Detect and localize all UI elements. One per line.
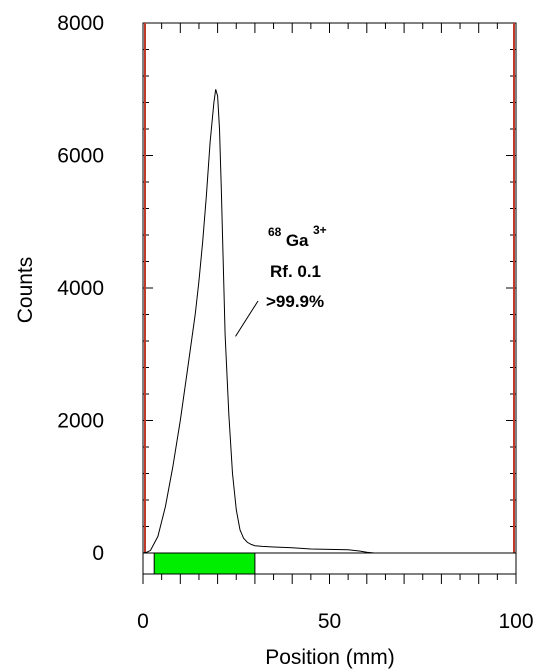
annotation-rf: Rf. 0.1 xyxy=(270,262,321,281)
y-axis-title: Counts xyxy=(14,257,37,324)
y-tick-label: 8000 xyxy=(57,12,104,35)
annotation-leader-line xyxy=(235,300,259,337)
annotation-mass-number: 68 xyxy=(268,225,282,239)
y-tick-label: 2000 xyxy=(57,410,104,433)
series-line xyxy=(142,89,516,554)
x-tick-label: 50 xyxy=(318,610,341,633)
x-tick-label: 0 xyxy=(137,610,149,633)
x-axis-title: Position (mm) xyxy=(265,646,395,669)
plate-strip xyxy=(142,552,517,575)
x-tick-label: 100 xyxy=(498,610,533,633)
y-tick-label: 6000 xyxy=(57,145,104,168)
annotation-element: Ga xyxy=(286,231,309,250)
series-layer xyxy=(142,89,516,554)
annotation-isotope: 68 Ga 3+ xyxy=(268,223,327,250)
region-markers xyxy=(144,23,515,553)
y-tick-label: 0 xyxy=(92,542,104,565)
spot-bar xyxy=(153,552,256,575)
plot-area xyxy=(142,22,517,554)
y-tick-label: 4000 xyxy=(57,277,104,300)
annotation-charge: 3+ xyxy=(313,223,327,237)
annotation: 68 Ga 3+ Rf. 0.1 >99.9% xyxy=(235,223,327,337)
annotation-purity: >99.9% xyxy=(266,292,324,311)
tick-labels: 0 2000 4000 6000 8000 0 50 100 xyxy=(57,12,533,633)
